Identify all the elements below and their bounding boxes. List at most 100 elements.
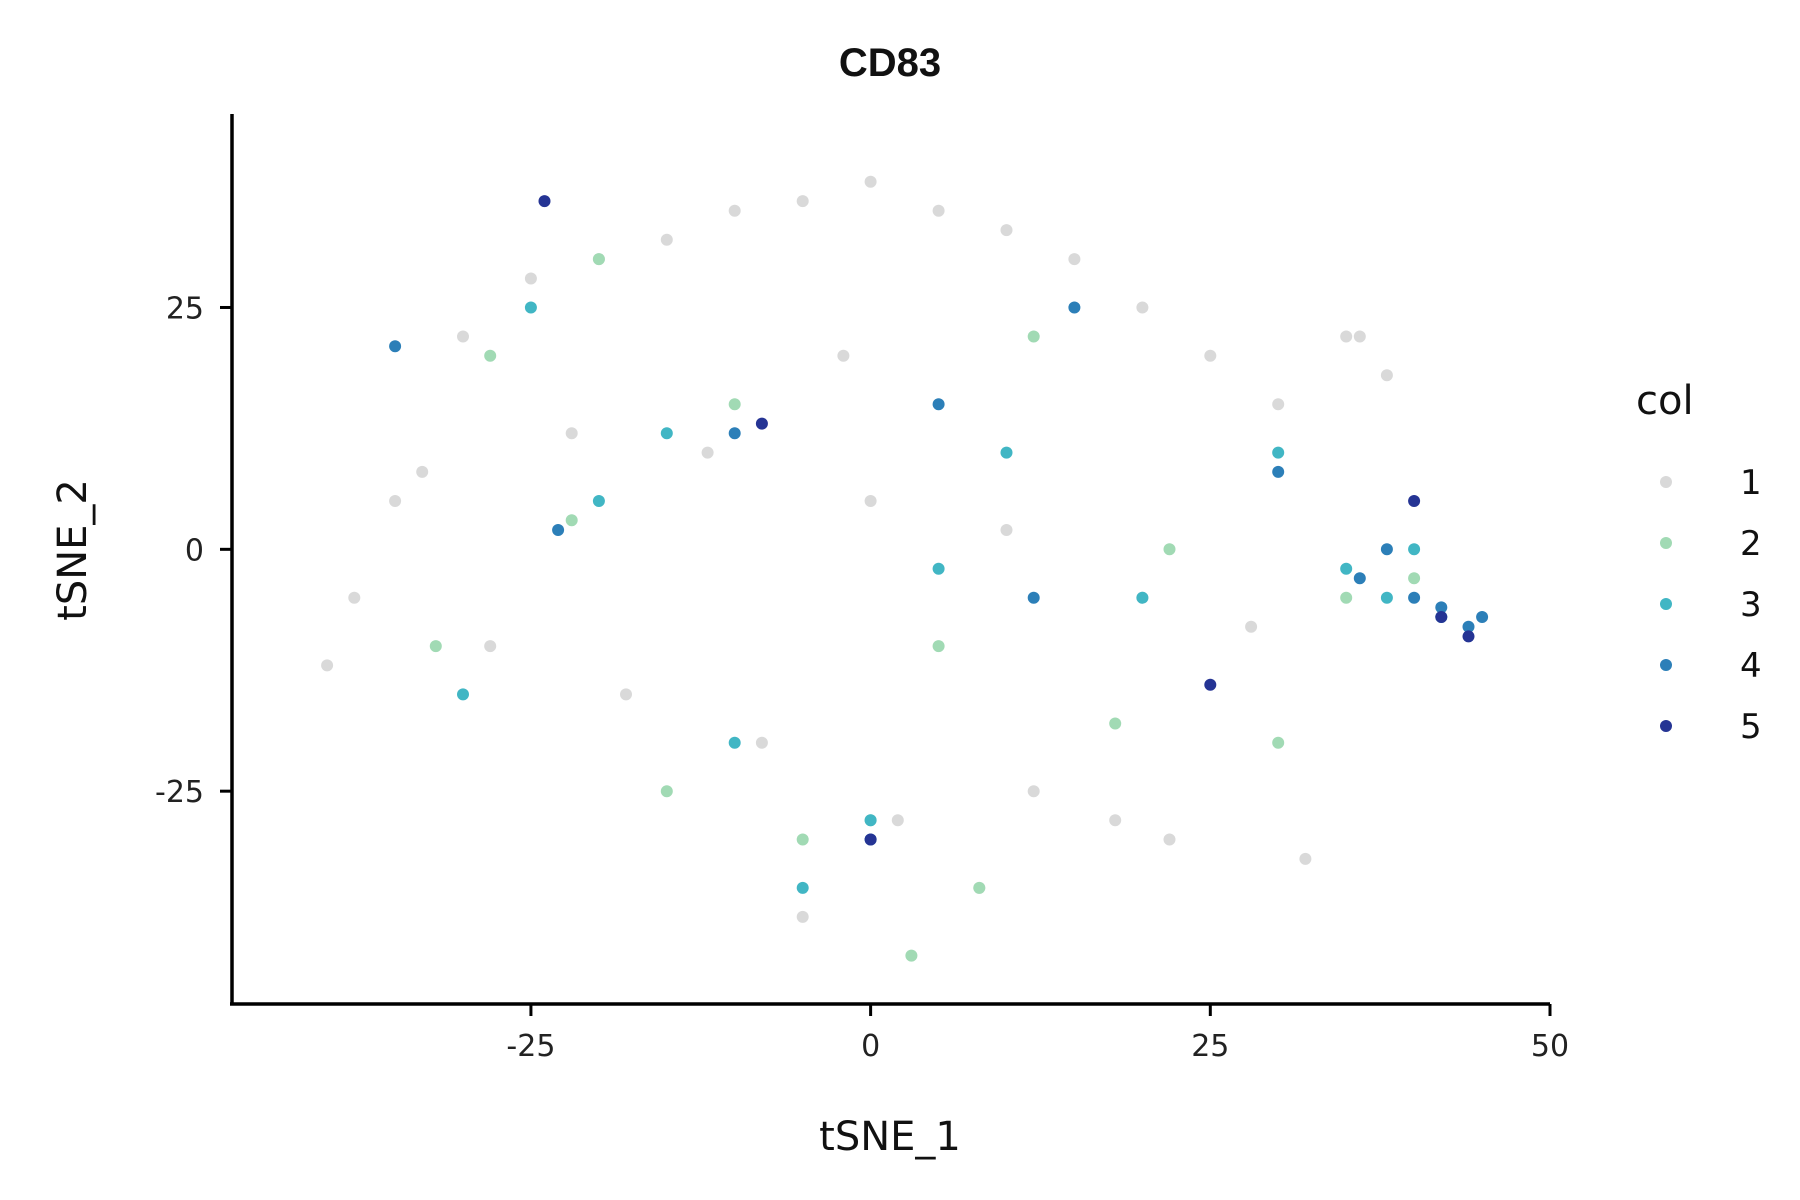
point [1408,591,1421,604]
point [932,640,945,653]
legend-title: col [1636,378,1694,424]
y-tick-label: 0 [185,533,204,568]
point [1068,301,1081,314]
point [1163,543,1176,556]
point [728,427,741,440]
x-tick-label: 0 [861,1029,880,1064]
legend-label-4: 4 [1740,646,1762,686]
point [1000,224,1013,237]
point [592,495,605,507]
point [416,465,429,478]
point [864,814,877,827]
point [932,562,945,575]
y-axis-label: tSNE_2 [50,479,96,621]
legend-key-2 [1660,537,1672,549]
point [552,524,565,536]
point [1408,572,1421,585]
point [973,881,986,894]
x-tick-label: 50 [1531,1029,1569,1064]
point [1462,620,1475,633]
point [592,253,605,266]
point [1353,572,1366,585]
point [1027,785,1040,798]
series-5 [538,195,1475,846]
point [524,301,537,314]
point [1109,814,1122,827]
y-tick-label: -25 [155,775,204,810]
point [660,233,673,246]
point [538,195,551,208]
point [728,736,741,749]
point [796,195,809,208]
y-tick-label: 25 [166,291,204,326]
point [864,495,877,507]
point [1476,611,1489,623]
point [1272,398,1285,411]
point [837,349,850,362]
point [389,340,402,353]
legend: col 1 2 3 4 5 [1636,378,1762,747]
point [1299,852,1312,865]
point [1109,717,1122,730]
point [1353,330,1366,343]
legend-label-3: 3 [1740,585,1762,625]
point [484,349,497,362]
point [1462,630,1475,643]
point [457,330,469,343]
point [660,785,673,798]
point [755,417,768,430]
legend-label-5: 5 [1740,707,1762,747]
x-tick-label: -25 [506,1029,555,1064]
point [755,736,768,749]
point [1408,543,1421,556]
point [1435,601,1448,614]
point [1204,349,1217,362]
point [864,833,877,846]
point [1435,611,1448,623]
point [1136,591,1149,604]
x-tick-label: 25 [1191,1029,1229,1064]
point [1380,591,1393,604]
point [389,495,402,507]
legend-key-1 [1660,476,1672,488]
legend-key-3 [1660,598,1672,610]
point [932,204,945,217]
point [457,688,469,701]
point [1340,591,1353,604]
point [796,881,809,894]
point [620,688,632,701]
point [1068,253,1081,266]
point [1380,369,1393,382]
point [1163,833,1176,846]
x-axis-label: tSNE_1 [819,1114,961,1160]
legend-label-1: 1 [1740,463,1762,503]
legend-entries: 1 2 3 4 5 [1660,463,1762,747]
point [429,640,442,653]
legend-label-2: 2 [1740,524,1762,564]
point [1204,678,1217,691]
series-2 [429,253,1421,962]
point [1380,543,1393,556]
point [796,910,809,923]
series-1 [321,175,1393,923]
point [1272,736,1285,749]
point [1000,446,1013,459]
point [524,272,537,285]
point [864,175,877,188]
legend-key-4 [1660,659,1672,671]
scatter-points [321,175,1489,962]
point [1027,330,1040,343]
point [565,427,578,440]
legend-key-5 [1660,720,1672,732]
point [701,446,714,459]
point [1136,301,1149,314]
x-axis-ticks: -25 0 25 50 [506,1004,1569,1064]
point [321,659,334,672]
point [1245,620,1258,633]
point [728,204,741,217]
point [891,814,904,827]
point [348,591,361,604]
point [796,833,809,846]
point [1272,446,1285,459]
